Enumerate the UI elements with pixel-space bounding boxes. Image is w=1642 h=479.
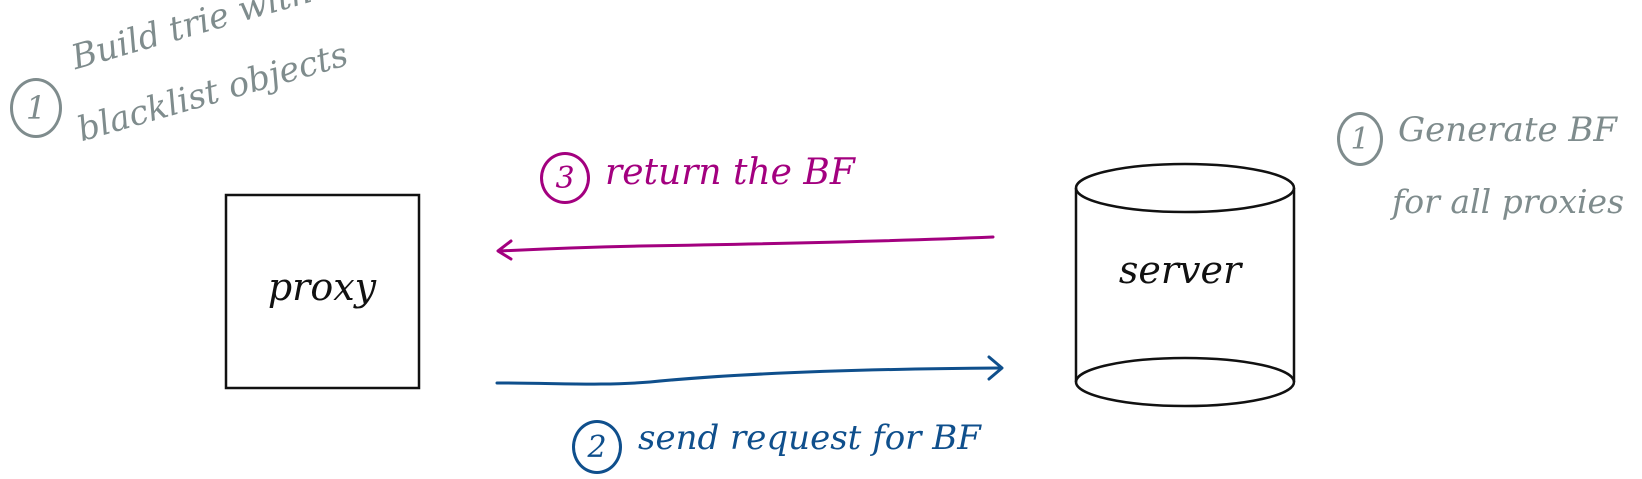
proxy-step-number: 1 bbox=[25, 89, 47, 127]
request-arrow-label: send request for BF bbox=[638, 418, 981, 458]
request-arrow-line bbox=[495, 366, 1002, 386]
response-arrow-head bbox=[496, 239, 513, 261]
request-step-number-circle: 2 bbox=[572, 420, 622, 474]
request-arrow-head bbox=[987, 355, 1004, 381]
server-cylinder-top bbox=[1074, 162, 1296, 214]
response-step-number: 3 bbox=[555, 160, 575, 196]
response-arrow bbox=[496, 235, 995, 261]
proxy-box bbox=[224, 193, 421, 390]
response-arrow-label: return the BF bbox=[605, 152, 855, 193]
request-arrow bbox=[495, 355, 1004, 386]
server-step-note-line2: for all proxies bbox=[1392, 182, 1625, 221]
server-step-number-circle: 1 bbox=[1337, 112, 1383, 166]
server-label: server bbox=[1119, 248, 1244, 292]
response-step-number-circle: 3 bbox=[540, 152, 590, 204]
server-node: server bbox=[1074, 162, 1296, 408]
proxy-label: proxy bbox=[268, 265, 377, 309]
server-step-number: 1 bbox=[1350, 121, 1370, 157]
response-arrow-line bbox=[498, 235, 995, 253]
request-step-number: 2 bbox=[587, 429, 607, 465]
server-cylinder-body bbox=[1074, 188, 1296, 382]
server-step-note-line1: Generate BF bbox=[1398, 110, 1617, 150]
server-cylinder-bottom bbox=[1074, 356, 1296, 408]
proxy-node: proxy bbox=[224, 193, 421, 390]
proxy-step-number-circle: 1 bbox=[10, 78, 62, 138]
